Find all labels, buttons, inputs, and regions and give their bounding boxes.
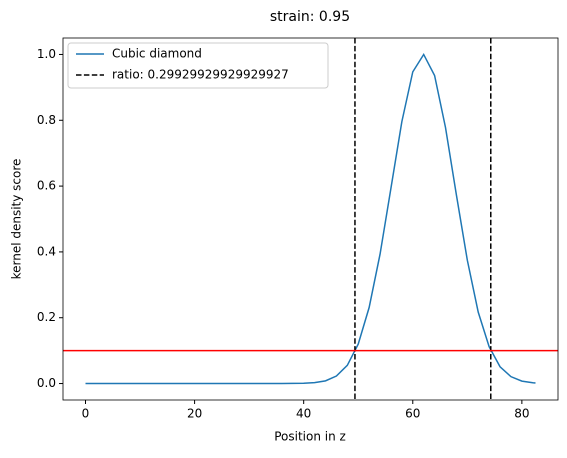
chart-title: strain: 0.95 [270, 9, 350, 25]
y-tick-label: 0.2 [37, 310, 56, 324]
y-tick-label: 1.0 [37, 47, 56, 61]
y-tick-label: 0.4 [37, 244, 56, 258]
y-tick-label: 0.8 [37, 113, 56, 127]
y-axis-label: kernel density score [10, 159, 24, 280]
x-tick-label: 20 [187, 407, 202, 421]
x-tick-label: 0 [82, 407, 90, 421]
data-line [85, 52, 536, 385]
plot-frame [62, 37, 559, 401]
x-tick-label: 40 [296, 407, 311, 421]
x-tick-label: 80 [514, 407, 529, 421]
legend-label: ratio: 0.29929929929929927 [112, 68, 289, 82]
x-axis-label: Position in z [274, 430, 346, 444]
y-tick-label: 0.6 [37, 179, 56, 193]
y-tick-label: 0.0 [37, 376, 56, 390]
x-tick-label: 60 [405, 407, 420, 421]
legend-label: Cubic diamond [112, 47, 202, 61]
legend-box [67, 42, 329, 89]
